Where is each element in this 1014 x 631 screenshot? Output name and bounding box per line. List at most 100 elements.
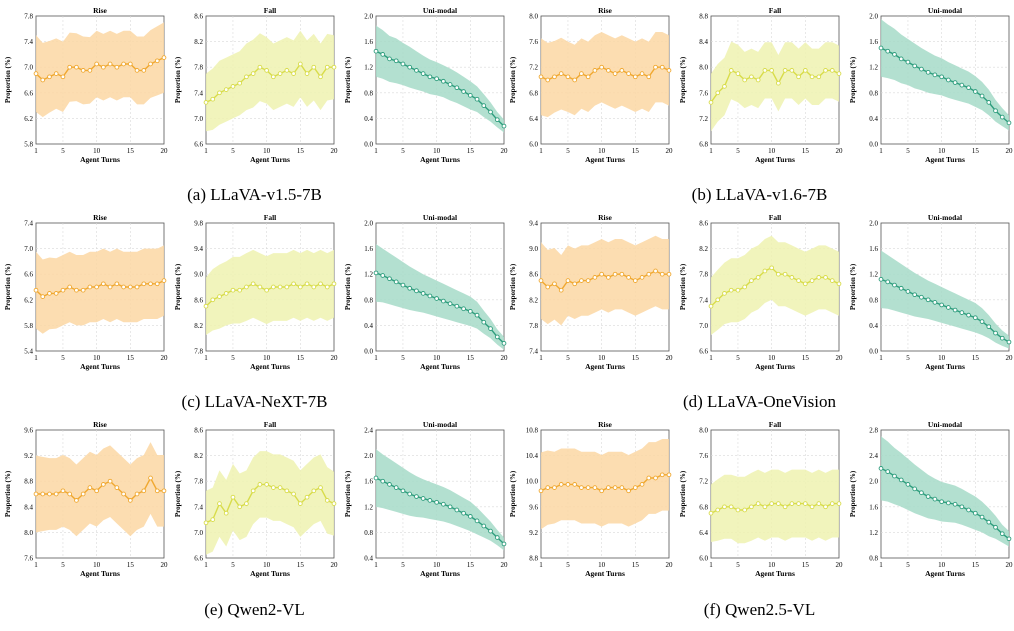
std-band bbox=[206, 249, 334, 335]
x-tick-label: 20 bbox=[331, 561, 339, 569]
chart-group-1: 6.0 6.4 6.8 7.2 7.6 8.0 1 5 10 15 20 Rise Agent Turn… bbox=[505, 0, 1014, 207]
data-point bbox=[501, 123, 507, 129]
y-tick-label: 6.4 bbox=[699, 529, 708, 537]
data-point bbox=[952, 80, 958, 85]
data-point bbox=[749, 504, 754, 510]
data-point bbox=[715, 297, 721, 303]
data-point bbox=[572, 281, 578, 287]
data-point bbox=[572, 482, 578, 487]
y-tick-label: 6.6 bbox=[194, 141, 203, 149]
data-point bbox=[939, 74, 944, 80]
data-point bbox=[592, 275, 598, 280]
y-tick-label: 9.8 bbox=[194, 220, 203, 228]
y-tick-label: 0.8 bbox=[364, 296, 373, 304]
data-point bbox=[387, 276, 392, 282]
data-point bbox=[979, 319, 985, 324]
data-point bbox=[393, 58, 399, 64]
x-tick-label: 10 bbox=[93, 561, 101, 569]
data-point bbox=[414, 68, 419, 73]
data-point bbox=[223, 291, 229, 296]
data-point bbox=[271, 485, 276, 490]
data-point bbox=[979, 93, 985, 99]
data-point bbox=[932, 300, 938, 305]
data-point bbox=[905, 482, 911, 487]
data-point bbox=[33, 71, 39, 76]
data-point bbox=[1006, 536, 1012, 542]
x-axis-label: Agent Turns bbox=[925, 569, 965, 578]
y-tick-label: 0.4 bbox=[364, 555, 373, 563]
data-point bbox=[892, 52, 897, 57]
x-tick-label: 1 bbox=[374, 561, 378, 569]
data-point bbox=[297, 284, 303, 290]
data-point bbox=[552, 74, 557, 80]
data-point bbox=[966, 507, 971, 513]
std-band bbox=[206, 30, 334, 132]
y-tick-label: 7.0 bbox=[194, 115, 203, 123]
x-axis-label: Agent Turns bbox=[80, 155, 120, 164]
data-point bbox=[829, 68, 835, 73]
x-tick-label: 5 bbox=[566, 354, 570, 362]
data-point bbox=[284, 284, 290, 290]
data-point bbox=[217, 90, 222, 96]
data-point bbox=[579, 485, 584, 490]
x-tick-label: 5 bbox=[61, 561, 65, 569]
data-point bbox=[324, 64, 330, 70]
y-tick-label: 8.2 bbox=[699, 245, 708, 253]
data-point bbox=[776, 501, 781, 506]
data-point bbox=[210, 517, 216, 522]
x-tick-label: 1 bbox=[34, 354, 38, 362]
data-point bbox=[599, 64, 604, 70]
data-point bbox=[585, 485, 591, 490]
data-point bbox=[728, 504, 734, 510]
y-tick-label: 7.4 bbox=[24, 38, 33, 46]
data-point bbox=[53, 491, 59, 497]
y-tick-label: 0.0 bbox=[364, 141, 373, 149]
y-tick-label: 6.8 bbox=[699, 141, 708, 149]
data-point bbox=[966, 85, 971, 91]
x-tick-label: 20 bbox=[1006, 147, 1014, 155]
x-tick-label: 1 bbox=[539, 354, 543, 362]
y-axis-label: Proportion (%) bbox=[4, 470, 12, 517]
data-point bbox=[653, 268, 658, 274]
y-tick-label: 2.0 bbox=[869, 220, 878, 228]
subplot-title: Uni-modal bbox=[423, 6, 457, 15]
data-point bbox=[284, 488, 290, 494]
data-point bbox=[905, 289, 911, 294]
y-tick-label: 8.0 bbox=[529, 13, 538, 21]
x-tick-label: 5 bbox=[736, 147, 740, 155]
y-tick-label: 7.8 bbox=[699, 271, 708, 279]
data-point bbox=[755, 77, 761, 83]
x-tick-label: 20 bbox=[836, 147, 844, 155]
data-point bbox=[47, 291, 52, 296]
std-band bbox=[711, 235, 839, 335]
data-point bbox=[946, 305, 951, 310]
std-band bbox=[711, 41, 839, 132]
data-point bbox=[762, 68, 768, 73]
data-point bbox=[959, 504, 965, 510]
data-point bbox=[203, 520, 209, 526]
data-point bbox=[264, 482, 269, 487]
data-point bbox=[40, 491, 46, 497]
data-point bbox=[148, 61, 153, 67]
data-point bbox=[796, 501, 801, 506]
data-point bbox=[277, 284, 283, 290]
data-point bbox=[722, 504, 727, 510]
data-point bbox=[755, 275, 761, 280]
x-tick-label: 1 bbox=[204, 354, 208, 362]
data-point bbox=[558, 71, 564, 76]
data-point bbox=[606, 485, 611, 490]
data-point bbox=[952, 501, 958, 507]
data-point bbox=[782, 68, 788, 73]
data-point bbox=[230, 84, 236, 89]
x-tick-label: 20 bbox=[501, 354, 509, 362]
y-tick-label: 1.6 bbox=[364, 478, 373, 486]
x-tick-label: 1 bbox=[204, 147, 208, 155]
data-point bbox=[802, 281, 808, 287]
y-tick-label: 0.8 bbox=[364, 89, 373, 97]
y-tick-label: 5.8 bbox=[24, 322, 33, 330]
y-tick-label: 9.0 bbox=[529, 245, 538, 253]
x-axis-label: Agent Turns bbox=[250, 155, 290, 164]
subplot-title: Fall bbox=[769, 420, 782, 429]
x-tick-label: 15 bbox=[972, 147, 980, 155]
